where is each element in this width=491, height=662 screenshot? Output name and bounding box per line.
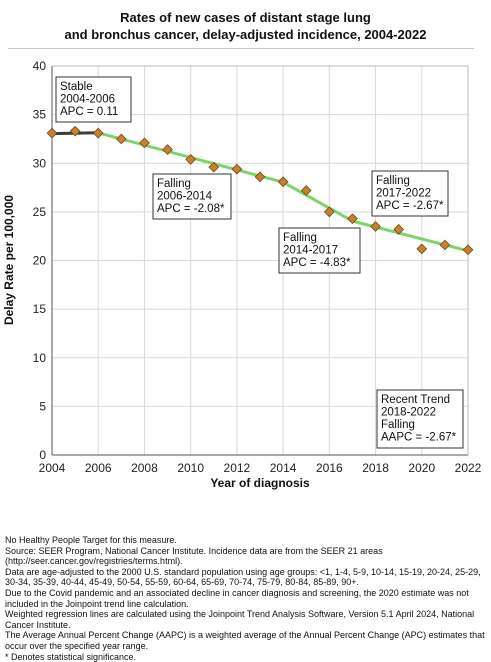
x-tick-label: 2012 <box>224 461 251 475</box>
data-point <box>139 137 150 149</box>
trend-segment <box>281 180 354 223</box>
annotation-frame <box>278 227 361 274</box>
annotation-text: APC = -2.67* <box>376 200 444 212</box>
data-point <box>231 163 243 175</box>
annotation-frame <box>55 76 132 123</box>
annotation-frame <box>152 173 232 220</box>
annotation-frame <box>371 170 449 217</box>
data-point <box>300 185 312 196</box>
data-point <box>69 125 81 137</box>
data-point <box>92 127 104 139</box>
annotation-text: Recent Trend <box>381 394 450 406</box>
x-tick-label: 2014 <box>270 461 297 475</box>
data-point <box>416 243 428 255</box>
x-tick-label: 2008 <box>131 461 158 475</box>
annotation-text: Falling <box>157 178 191 190</box>
footnote-line: * Denotes statistical significance. <box>5 651 137 662</box>
annotation-text: Falling <box>376 175 410 187</box>
data-point <box>370 221 381 232</box>
title-divider <box>8 48 474 49</box>
y-tick-label: 25 <box>33 205 47 219</box>
x-tick-label: 2016 <box>316 461 343 475</box>
annotation-text: Falling <box>283 232 317 244</box>
annotation-text: 2017-2022 <box>376 188 431 200</box>
y-tick-label: 15 <box>33 302 47 316</box>
annotation-text: APC = -4.83* <box>283 257 351 269</box>
x-axis-label: Year of diagnosis <box>210 476 310 490</box>
data-point <box>46 127 58 139</box>
y-tick-label: 20 <box>33 254 47 268</box>
footnote-line: Weighted regression lines are calculated… <box>5 609 477 630</box>
x-tick-label: 2020 <box>408 461 435 475</box>
data-point <box>277 176 289 188</box>
x-tick-label: 2022 <box>455 461 482 475</box>
footnote-line: Data are age-adjusted to the 2000 U.S. s… <box>5 566 484 588</box>
data-point <box>462 244 474 256</box>
data-point <box>162 144 173 156</box>
x-tick-label: 2006 <box>85 461 112 475</box>
chart-title: Rates of new cases of distant stage lung… <box>64 10 427 42</box>
footnotes: No Healthy People Target for this measur… <box>5 535 487 662</box>
chart-svg: 0 5 10 15 20 25 30 35 40 2004 2006 2008 2010 2012 2014… <box>2 59 482 490</box>
annotation-text: 2006-2014 <box>157 191 213 203</box>
y-tick-label: 10 <box>33 351 47 365</box>
y-tick-label: 30 <box>33 156 47 170</box>
annotation-text: 2014-2017 <box>283 245 338 257</box>
annotation-frame <box>376 389 464 449</box>
footnote-line: Source: SEER Program, National Cancer In… <box>5 545 386 567</box>
data-point <box>115 133 127 145</box>
annotation-text: Falling <box>381 419 415 431</box>
data-point <box>254 171 266 183</box>
tick-labels: 0 5 10 15 20 25 30 35 40 2004 2006 2008 2010 2012 2014… <box>33 59 482 475</box>
data-point <box>347 213 358 225</box>
data-point <box>208 161 220 173</box>
x-tick-label: 2018 <box>362 461 389 475</box>
y-axis-label: Delay Rate per 100,000 <box>2 195 16 325</box>
x-tick-label: 2010 <box>177 461 204 475</box>
data-point <box>323 206 335 218</box>
annotation-text: 2004-2006 <box>60 94 115 106</box>
annotation-text: 2018-2022 <box>381 407 436 419</box>
y-tick-label: 35 <box>33 108 47 122</box>
y-tick-label: 40 <box>33 59 47 73</box>
data-point <box>439 239 451 251</box>
footnote-line: The Average Annual Percent Change (AAPC)… <box>5 630 488 651</box>
annotation-text: AAPC = -2.67* <box>381 432 457 444</box>
footnote-line: Due to the Covid pandemic and an associa… <box>5 587 472 609</box>
data-point <box>393 224 405 235</box>
data-point <box>185 153 197 165</box>
x-tick-label: 2004 <box>39 461 66 475</box>
annotation-text: APC = 0.11 <box>60 106 118 118</box>
data-points <box>46 125 474 256</box>
footnote-line: No Healthy People Target for this measur… <box>5 535 177 545</box>
annotation-text: Stable <box>60 81 93 93</box>
annotation-text: APC = -2.08* <box>157 203 225 215</box>
y-tick-label: 5 <box>39 399 46 413</box>
y-tick-label: 0 <box>39 448 46 462</box>
